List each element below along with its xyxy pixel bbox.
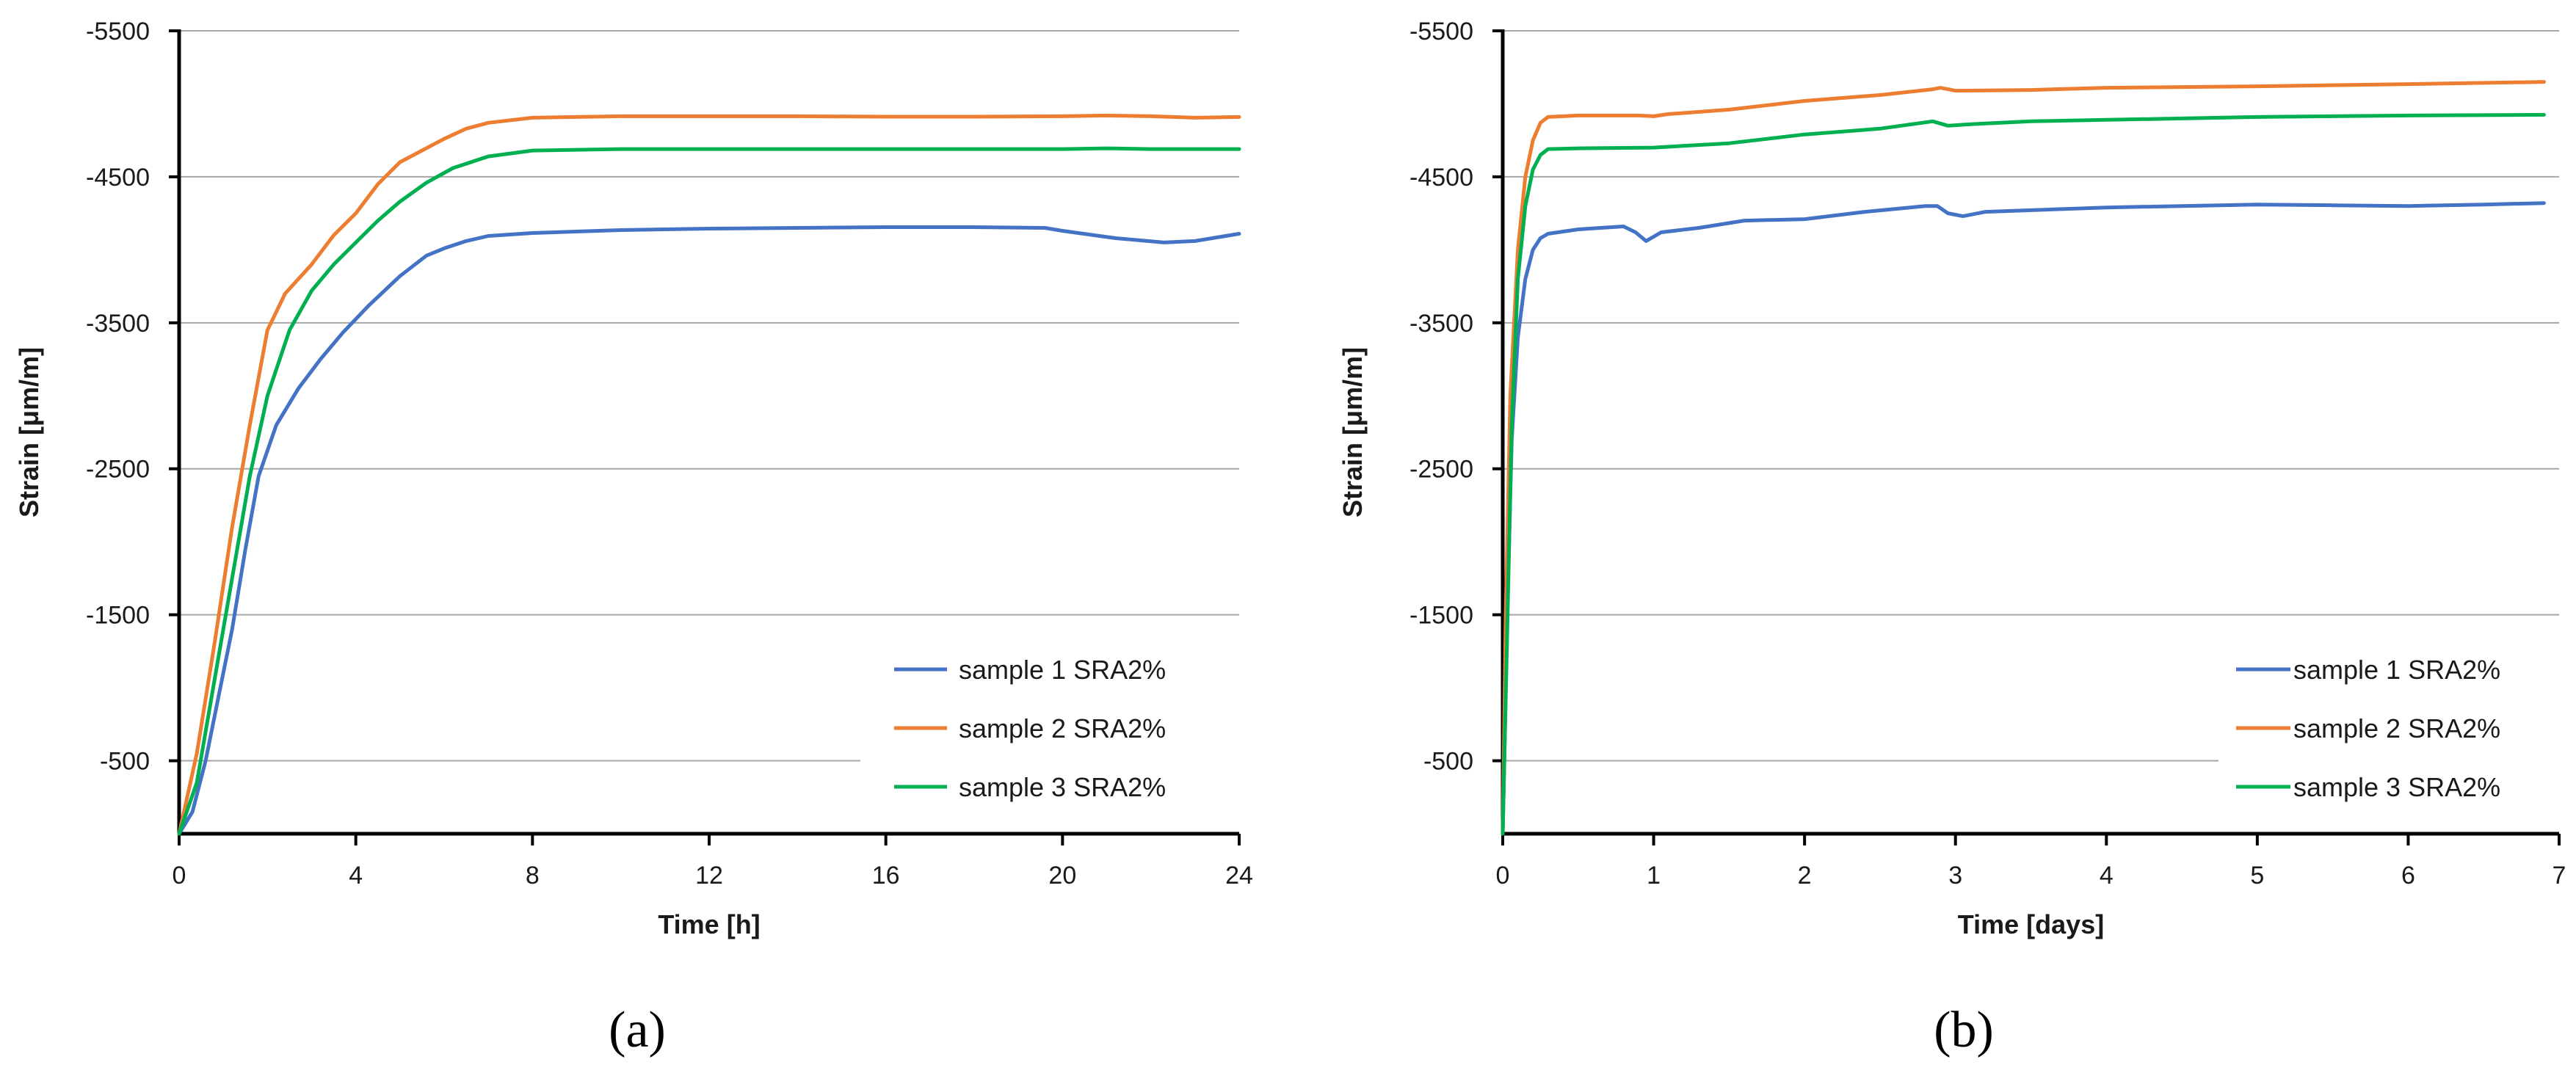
chart-a-x-tick-label: 16 xyxy=(872,862,900,890)
chart-b-x-tick-label: 6 xyxy=(2401,862,2415,890)
chart-a-x-tick-labels: 0 4 8 12 16 20 24 xyxy=(173,862,1253,890)
chart-a-legend-label-3: sample 3 SRA2% xyxy=(959,772,1166,802)
chart-b-y-axis-title: Strain [μm/m] xyxy=(1338,347,1368,517)
chart-a-x-tick-label: 12 xyxy=(695,862,723,890)
chart-b: -500 -1500 -2500 -3500 -4500 -5500 0 1 2 3 4 5 6 7 T… xyxy=(1338,18,2566,1058)
chart-b-x-tick-label: 3 xyxy=(1948,862,1962,890)
chart-b-series-line-1 xyxy=(1501,201,2546,836)
chart-b-panel-label: (b) xyxy=(1934,1002,1994,1058)
chart-b-axes xyxy=(1492,29,2561,845)
chart-a-x-tick-label: 8 xyxy=(526,862,540,890)
chart-a-x-tick-label: 20 xyxy=(1048,862,1076,890)
chart-b-x-tick-label: 2 xyxy=(1798,862,1812,890)
chart-b-x-tick-label: 0 xyxy=(1496,862,1510,890)
chart-a-legend-label-1: sample 1 SRA2% xyxy=(959,655,1166,685)
chart-b-series xyxy=(1501,80,2546,836)
chart-a-y-tick-labels: -500 -1500 -2500 -3500 -4500 -5500 xyxy=(86,18,150,776)
chart-b-y-tick-label: -2500 xyxy=(1409,456,1473,484)
chart-b-y-tick-label: -5500 xyxy=(1409,18,1473,46)
chart-a-y-tick-label: -5500 xyxy=(86,18,150,46)
chart-b-legend: sample 1 SRA2% sample 2 SRA2% sample 3 SRA… xyxy=(2218,640,2564,816)
chart-b-x-axis-title: Time [days] xyxy=(1958,909,2104,939)
chart-a-series-line-3 xyxy=(177,146,1241,836)
chart-a-x-axis-title: Time [h] xyxy=(658,909,760,939)
chart-a-y-tick-label: -1500 xyxy=(86,602,150,630)
chart-b-legend-label-2: sample 2 SRA2% xyxy=(2293,713,2500,743)
chart-b-legend-label-1: sample 1 SRA2% xyxy=(2293,655,2500,685)
chart-a-x-tick-label: 0 xyxy=(173,862,186,890)
chart-b-y-tick-label: -1500 xyxy=(1409,602,1473,630)
chart-a-series-line-1 xyxy=(177,225,1241,836)
chart-b-x-tick-label: 5 xyxy=(2250,862,2264,890)
chart-b-x-tick-label: 7 xyxy=(2553,862,2566,890)
chart-a-axes xyxy=(169,29,1241,845)
chart-a-y-axis-title: Strain [μm/m] xyxy=(14,347,44,517)
chart-a-panel-label: (a) xyxy=(609,1002,666,1058)
chart-b-y-tick-label: -3500 xyxy=(1409,310,1473,338)
chart-a-legend: sample 1 SRA2% sample 2 SRA2% sample 3 SRA… xyxy=(860,640,1242,816)
chart-a-y-tick-label: -3500 xyxy=(86,310,150,338)
chart-a-y-tick-label: -2500 xyxy=(86,456,150,484)
chart-b-y-tick-labels: -500 -1500 -2500 -3500 -4500 -5500 xyxy=(1409,18,1473,776)
chart-a-series xyxy=(177,113,1241,836)
chart-a-legend-label-2: sample 2 SRA2% xyxy=(959,713,1166,743)
chart-b-x-tick-label: 1 xyxy=(1647,862,1661,890)
chart-a-y-tick-label: -4500 xyxy=(86,164,150,192)
chart-a-x-tick-label: 4 xyxy=(349,862,363,890)
chart-b-series-line-3 xyxy=(1501,112,2546,836)
chart-a-y-tick-label: -500 xyxy=(100,748,150,776)
chart-a-series-line-2 xyxy=(177,113,1241,836)
chart-a: -500 -1500 -2500 -3500 -4500 -5500 0 4 8 12 16 20 2… xyxy=(14,18,1253,1058)
chart-b-x-tick-label: 4 xyxy=(2100,862,2114,890)
chart-b-series-line-2 xyxy=(1501,80,2546,836)
chart-b-y-tick-label: -500 xyxy=(1423,748,1473,776)
chart-b-legend-label-3: sample 3 SRA2% xyxy=(2293,772,2500,802)
chart-b-y-tick-label: -4500 xyxy=(1409,164,1473,192)
chart-b-x-tick-labels: 0 1 2 3 4 5 6 7 xyxy=(1496,862,2566,890)
chart-a-x-tick-label: 24 xyxy=(1225,862,1253,890)
